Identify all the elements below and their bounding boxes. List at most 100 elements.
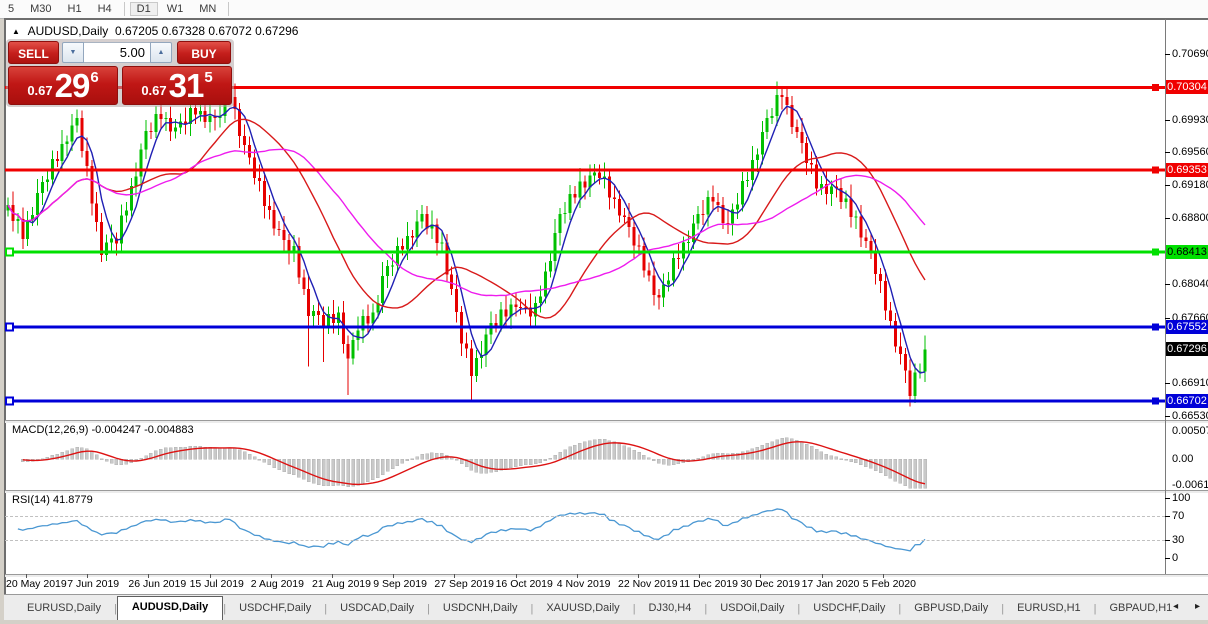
rsi-tick-mark bbox=[1165, 498, 1170, 499]
date-tick-label: 5 Feb 2020 bbox=[862, 578, 916, 590]
tab-separator: | bbox=[113, 603, 117, 615]
price-tick-label: 0.70690 bbox=[1172, 47, 1208, 60]
chart-title: ▲ AUDUSD,Daily 0.67205 0.67328 0.67072 0… bbox=[12, 24, 298, 38]
date-tick-mark bbox=[270, 574, 272, 578]
tab-scroll-right-icon[interactable]: ▸ bbox=[1194, 601, 1200, 612]
rsi-tick-mark bbox=[1165, 558, 1170, 559]
window-bottom-edge bbox=[0, 620, 1208, 624]
date-tick-mark bbox=[332, 574, 333, 578]
timeframe-button-d1[interactable]: D1 bbox=[129, 2, 158, 16]
macd-pane-separator[interactable] bbox=[5, 420, 1208, 423]
timeframe-button-5[interactable]: 5 bbox=[8, 3, 15, 15]
macd-axis-label: 0.005076 bbox=[1172, 425, 1208, 437]
price-tick-label: 0.69560 bbox=[1172, 146, 1208, 159]
date-tick-mark bbox=[515, 574, 517, 578]
chart-tab-usdchf-daily[interactable]: USDCHF,Daily bbox=[239, 602, 312, 614]
date-tick-mark bbox=[760, 574, 762, 578]
buy-button[interactable]: BUY bbox=[177, 41, 231, 64]
toolbar-separator bbox=[123, 2, 125, 16]
date-tick-mark bbox=[209, 574, 211, 578]
chart-tab-usdcad-daily[interactable]: USDCAD,Daily bbox=[340, 602, 415, 614]
price-level-badge: 0.66702 bbox=[1166, 394, 1208, 408]
date-tick-label: 20 May 2019 bbox=[6, 578, 67, 590]
price-tick-mark bbox=[1165, 218, 1170, 220]
date-tick-label: 9 Sep 2019 bbox=[373, 578, 427, 590]
timeframe-button-mn[interactable]: MN bbox=[199, 3, 217, 15]
chart-tab-usdcnh-daily[interactable]: USDCNH,Daily bbox=[442, 602, 518, 614]
rsi-label: RSI(14) 41.8779 bbox=[12, 494, 93, 506]
timeframe-button-h4[interactable]: H4 bbox=[97, 3, 112, 15]
rsi-axis-label: 0 bbox=[1172, 552, 1179, 564]
tab-separator: | bbox=[1093, 603, 1097, 615]
chart-tab-eurusd-daily[interactable]: EURUSD,Daily bbox=[27, 602, 101, 614]
tab-separator: | bbox=[427, 603, 430, 615]
tab-scroll-arrows: ◂ ▸ bbox=[1159, 601, 1200, 612]
tab-separator: | bbox=[223, 603, 227, 615]
date-tick-label: 26 Jun 2019 bbox=[128, 578, 187, 590]
timeframe-button-w1[interactable]: W1 bbox=[166, 3, 184, 15]
buy-price-display[interactable]: 0.67 31 5 bbox=[122, 66, 232, 105]
date-tick-label: 16 Oct 2019 bbox=[495, 578, 553, 590]
price-tick-label: 0.69180 bbox=[1172, 179, 1208, 192]
rsi-axis-label: 30 bbox=[1172, 534, 1185, 546]
tab-separator: | bbox=[704, 603, 708, 615]
price-tick-mark bbox=[1165, 119, 1170, 121]
volume-increase-button[interactable]: ▲ bbox=[150, 42, 172, 63]
date-tick-mark bbox=[87, 574, 89, 578]
rsi-axis-label: 100 bbox=[1172, 492, 1191, 504]
tab-scroll-left-icon[interactable]: ◂ bbox=[1173, 601, 1179, 612]
price-tick-label: 0.66530 bbox=[1172, 409, 1208, 422]
date-tick-mark bbox=[821, 574, 823, 578]
macd-label: MACD(12,26,9) -0.004247 -0.004883 bbox=[12, 424, 194, 436]
date-tick-mark bbox=[26, 574, 27, 578]
rsi-pane-separator[interactable] bbox=[5, 490, 1208, 493]
current-price-badge: 0.67296 bbox=[1166, 342, 1208, 357]
sell-price-display[interactable]: 0.67 29 6 bbox=[8, 66, 118, 105]
sell-button[interactable]: SELL bbox=[8, 41, 59, 64]
timeframe-button-m30[interactable]: M30 bbox=[30, 3, 52, 15]
date-tick-label: 15 Jul 2019 bbox=[189, 578, 244, 590]
date-tick-mark bbox=[882, 574, 884, 578]
chart-tab-gbpusd-daily[interactable]: GBPUSD,Daily bbox=[914, 602, 989, 614]
timescale-separator bbox=[5, 574, 1208, 577]
chart-ohlc-values: 0.67205 0.67328 0.67072 0.67296 bbox=[114, 24, 299, 38]
tab-separator: | bbox=[1001, 603, 1005, 615]
volume-decrease-button[interactable]: ▼ bbox=[62, 42, 84, 63]
date-tick-mark bbox=[148, 574, 150, 578]
date-tick-label: 4 Nov 2019 bbox=[556, 578, 611, 590]
date-tick-mark bbox=[699, 574, 701, 578]
chart-tab-audusd-daily[interactable]: AUDUSD,Daily bbox=[116, 596, 224, 620]
date-tick-mark bbox=[576, 574, 578, 578]
date-tick-label: 2 Aug 2019 bbox=[250, 578, 304, 590]
price-tick-mark bbox=[1165, 382, 1170, 384]
price-tick-mark bbox=[1165, 284, 1170, 286]
price-level-badge: 0.68413 bbox=[1166, 245, 1208, 259]
chart-tab-usdchf-daily[interactable]: USDCHF,Daily bbox=[813, 602, 886, 614]
price-tick-mark bbox=[1165, 53, 1170, 55]
date-tick-mark bbox=[454, 574, 456, 578]
date-tick-label: 22 Nov 2019 bbox=[618, 578, 678, 590]
rsi-level-70 bbox=[5, 516, 1165, 517]
date-tick-label: 27 Sep 2019 bbox=[434, 578, 494, 590]
timeframe-button-h1[interactable]: H1 bbox=[67, 3, 82, 15]
chart-symbol: AUDUSD,Daily bbox=[27, 24, 109, 38]
rsi-level-30 bbox=[5, 540, 1165, 541]
price-tick-label: 0.66910 bbox=[1172, 376, 1208, 389]
tab-separator: | bbox=[898, 603, 902, 615]
chart-tab-gbpaud-h1[interactable]: GBPAUD,H1 bbox=[1109, 602, 1173, 614]
chart-tab-dj30-h4[interactable]: DJ30,H4 bbox=[648, 602, 692, 614]
one-click-trading-panel: SELL ▼ ▲ BUY 0.67 29 6 0.67 31 5 bbox=[6, 39, 234, 107]
rsi-tick-mark bbox=[1165, 516, 1170, 517]
chart-tab-usdoil-daily[interactable]: USDOil,Daily bbox=[720, 602, 785, 614]
chart-tab-bar: EURUSD,Daily | AUDUSD,Daily | USDCHF,Daily | U… bbox=[4, 594, 1208, 620]
chart-tab-eurusd-h1[interactable]: EURUSD,H1 bbox=[1017, 602, 1081, 614]
collapse-triangle-icon[interactable]: ▲ bbox=[12, 27, 20, 36]
toolbar-separator bbox=[228, 2, 230, 16]
chart-tab-xauusd-daily[interactable]: XAUUSD,Daily bbox=[546, 602, 620, 614]
rsi-tick-mark bbox=[1165, 540, 1170, 541]
timeframe-toolbar: 5 M30 H1 H4 D1 W1 MN bbox=[0, 0, 1208, 19]
volume-input[interactable] bbox=[84, 42, 150, 63]
tab-separator: | bbox=[797, 603, 801, 615]
price-tick-label: 0.69930 bbox=[1172, 113, 1208, 126]
